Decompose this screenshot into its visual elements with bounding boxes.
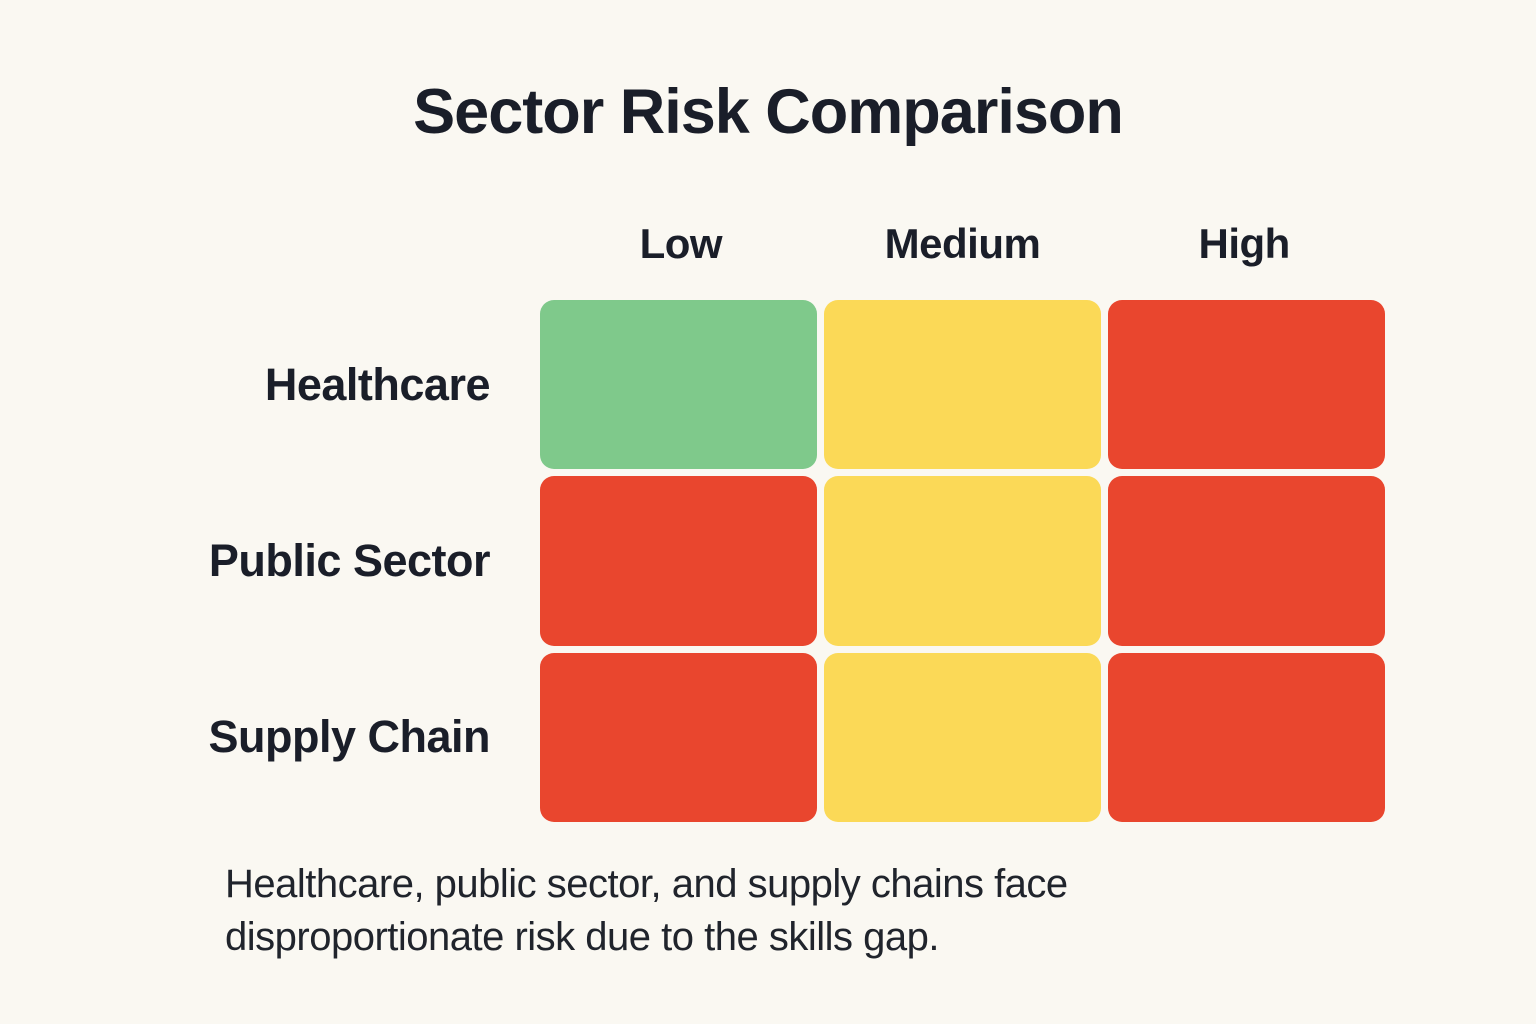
caption-line-2: disproportionate risk due to the skills … (225, 915, 939, 959)
risk-cell-public-sector-high (1108, 476, 1385, 646)
risk-cell-healthcare-medium (824, 300, 1101, 470)
risk-cell-supply-chain-high (1108, 652, 1385, 822)
column-header-high: High (1198, 220, 1291, 267)
column-header-low: Low (639, 220, 723, 267)
column-header-medium: Medium (884, 220, 1041, 267)
risk-cell-healthcare-high (1108, 300, 1385, 470)
risk-cell-supply-chain-medium (824, 652, 1101, 822)
risk-cell-healthcare-low (540, 300, 817, 470)
chart-caption: Healthcare, public sector, and supply ch… (225, 858, 1068, 964)
risk-cell-public-sector-medium (824, 476, 1101, 646)
row-labels: Healthcare Public Sector Supply Chain (0, 300, 490, 822)
row-label-supply-chain: Supply Chain (208, 711, 490, 763)
row-label-healthcare: Healthcare (264, 358, 491, 410)
risk-cell-supply-chain-low (540, 652, 817, 822)
chart-title: Sector Risk Comparison (413, 77, 1124, 147)
risk-cell-public-sector-low (540, 476, 817, 646)
risk-matrix (540, 300, 1385, 822)
column-headers: Low Medium High (540, 220, 1385, 268)
row-label-public-sector: Public Sector (208, 534, 491, 586)
caption-line-1: Healthcare, public sector, and supply ch… (225, 862, 1068, 906)
